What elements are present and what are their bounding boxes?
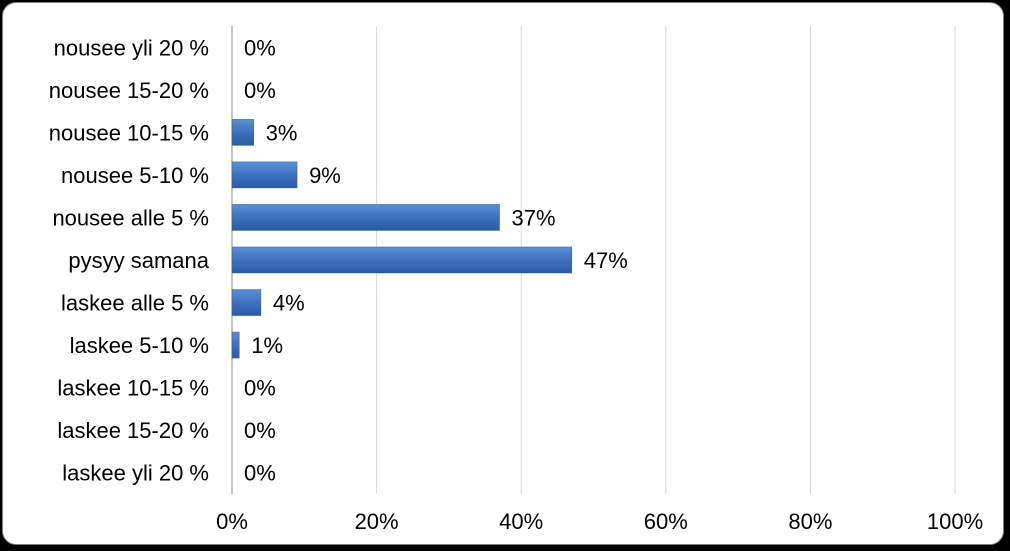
bar	[231, 204, 500, 231]
data-label: 47%	[584, 248, 628, 273]
data-label: 0%	[244, 461, 276, 486]
data-label: 4%	[273, 291, 305, 316]
bar	[231, 119, 254, 146]
data-label: 3%	[266, 120, 298, 145]
category-label: laskee 5-10 %	[70, 333, 209, 358]
x-tick-label: 80%	[788, 509, 832, 534]
category-label: laskee yli 20 %	[62, 461, 209, 486]
category-label: pysyy samana	[68, 248, 209, 273]
category-label: nousee 10-15 %	[49, 120, 209, 145]
category-label: laskee 15-20 %	[57, 418, 209, 443]
category-label: nousee yli 20 %	[54, 35, 209, 60]
bar	[231, 289, 262, 316]
data-label: 0%	[244, 418, 276, 443]
bar	[231, 246, 573, 274]
category-label: laskee 10-15 %	[57, 376, 209, 401]
bar	[231, 331, 240, 359]
bars	[231, 119, 573, 359]
category-label: nousee 15-20 %	[49, 78, 209, 103]
category-label: nousee 5-10 %	[61, 163, 209, 188]
bar	[231, 161, 298, 189]
x-tick-label: 40%	[499, 509, 543, 534]
data-label: 0%	[244, 376, 276, 401]
x-tick-label: 0%	[216, 509, 248, 534]
category-label: nousee alle 5 %	[52, 205, 209, 230]
category-labels: nousee yli 20 % nousee 15-20 % nousee 10-1…	[49, 35, 210, 485]
x-tick-labels: 0% 20% 40% 60% 80% 100%	[216, 509, 983, 534]
value-labels: 0% 0% 3% 9% 37% 47% 4% 1% 0% 0% 0%	[244, 35, 628, 485]
x-tick-label: 60%	[644, 509, 688, 534]
x-tick-label: 20%	[355, 509, 399, 534]
x-tick-label: 100%	[927, 509, 983, 534]
data-label: 0%	[244, 78, 276, 103]
category-label: laskee alle 5 %	[61, 291, 209, 316]
data-label: 0%	[244, 35, 276, 60]
data-label: 37%	[512, 205, 556, 230]
chart-panel	[2, 2, 1004, 545]
data-label: 9%	[309, 163, 341, 188]
data-label: 1%	[251, 333, 283, 358]
